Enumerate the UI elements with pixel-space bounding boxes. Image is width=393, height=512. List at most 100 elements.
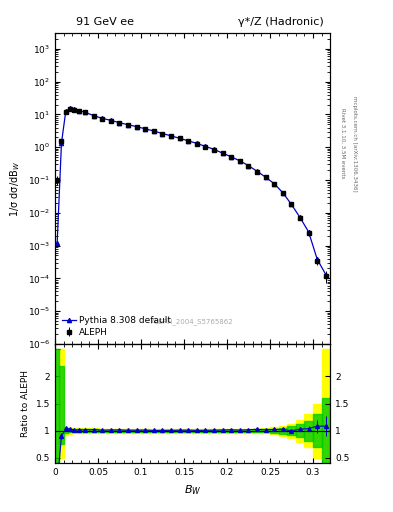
Pythia 8.308 default <box>237 158 242 164</box>
Bar <box>77 428 81 434</box>
Bar <box>55 349 59 463</box>
Bar <box>253 430 261 432</box>
Bar <box>68 428 72 434</box>
Bar <box>227 430 235 432</box>
Pythia 8.308 default <box>169 133 173 139</box>
Bar <box>270 427 279 434</box>
Bar <box>304 421 313 440</box>
Bar <box>296 424 304 437</box>
Pythia 8.308 default <box>195 140 199 146</box>
Pythia 8.308 default <box>68 105 72 111</box>
Pythia 8.308 default <box>117 120 122 126</box>
Pythia 8.308 default <box>143 126 148 132</box>
Bar <box>90 430 98 432</box>
Pythia 8.308 default <box>229 154 233 160</box>
Bar <box>72 429 77 433</box>
Bar <box>98 430 107 432</box>
Bar <box>59 349 64 458</box>
Bar <box>253 429 261 433</box>
Bar <box>115 430 124 432</box>
Pythia 8.308 default <box>126 122 130 128</box>
Pythia 8.308 default <box>100 115 105 121</box>
Bar <box>279 426 287 436</box>
Bar <box>98 429 107 433</box>
Bar <box>81 428 90 434</box>
Bar <box>321 349 330 463</box>
Bar <box>244 430 253 432</box>
Bar <box>72 428 77 434</box>
Bar <box>184 429 193 433</box>
Bar <box>107 429 115 433</box>
Bar <box>193 430 201 432</box>
Y-axis label: 1/σ dσ/dB$_W$: 1/σ dσ/dB$_W$ <box>8 160 22 217</box>
Pythia 8.308 default <box>255 168 259 174</box>
Pythia 8.308 default <box>306 229 311 235</box>
Bar <box>270 429 279 433</box>
Bar <box>175 430 184 432</box>
Bar <box>150 430 158 432</box>
Bar <box>287 426 296 435</box>
Bar <box>132 430 141 432</box>
Bar <box>141 429 150 433</box>
Bar <box>210 430 219 432</box>
Pythia 8.308 default <box>212 146 217 153</box>
Bar <box>158 429 167 433</box>
Bar <box>304 415 313 447</box>
X-axis label: $B_W$: $B_W$ <box>184 483 201 497</box>
Pythia 8.308 default <box>83 109 88 115</box>
Pythia 8.308 default <box>263 174 268 180</box>
Bar <box>184 430 193 432</box>
Bar <box>107 430 115 432</box>
Pythia 8.308 default <box>323 271 328 278</box>
Bar <box>132 429 141 433</box>
Pythia 8.308 default <box>203 143 208 150</box>
Text: mcplots.cern.ch [arXiv:1306.3436]: mcplots.cern.ch [arXiv:1306.3436] <box>352 96 357 191</box>
Bar <box>141 430 150 432</box>
Pythia 8.308 default <box>289 201 294 207</box>
Bar <box>201 429 210 433</box>
Pythia 8.308 default <box>186 138 191 144</box>
Pythia 8.308 default <box>76 108 81 114</box>
Bar <box>313 403 321 458</box>
Bar <box>261 429 270 433</box>
Bar <box>321 398 330 463</box>
Pythia 8.308 default <box>272 181 277 187</box>
Bar <box>296 420 304 442</box>
Pythia 8.308 default <box>152 128 156 134</box>
Line: Pythia 8.308 default: Pythia 8.308 default <box>55 106 328 276</box>
Pythia 8.308 default <box>246 162 251 168</box>
Bar <box>219 429 227 433</box>
Bar <box>90 429 98 433</box>
Legend: Pythia 8.308 default, ALEPH: Pythia 8.308 default, ALEPH <box>59 313 174 339</box>
Bar <box>59 366 64 444</box>
Pythia 8.308 default <box>160 131 165 137</box>
Bar <box>175 429 184 433</box>
Bar <box>167 429 175 433</box>
Bar <box>81 429 90 433</box>
Pythia 8.308 default <box>298 215 302 221</box>
Pythia 8.308 default <box>281 189 285 196</box>
Text: ALEPH_2004_S5765862: ALEPH_2004_S5765862 <box>151 318 234 325</box>
Bar <box>287 424 296 438</box>
Pythia 8.308 default <box>177 135 182 141</box>
Y-axis label: Ratio to ALEPH: Ratio to ALEPH <box>21 370 30 437</box>
Bar <box>193 429 201 433</box>
Bar <box>77 429 81 433</box>
Text: γ*/Z (Hadronic): γ*/Z (Hadronic) <box>238 17 323 27</box>
Bar <box>115 429 124 433</box>
Pythia 8.308 default <box>59 140 64 146</box>
Bar <box>261 428 270 434</box>
Bar <box>124 430 132 432</box>
Bar <box>55 349 59 463</box>
Text: Rivet 3.1.10, 3.5M events: Rivet 3.1.10, 3.5M events <box>340 108 345 179</box>
Bar <box>235 429 244 433</box>
Bar <box>219 430 227 432</box>
Pythia 8.308 default <box>220 150 225 156</box>
Text: 91 GeV ee: 91 GeV ee <box>75 17 134 27</box>
Bar <box>124 429 132 433</box>
Bar <box>313 415 321 447</box>
Bar <box>150 429 158 433</box>
Bar <box>68 429 72 433</box>
Bar <box>64 427 68 435</box>
Bar <box>235 430 244 432</box>
